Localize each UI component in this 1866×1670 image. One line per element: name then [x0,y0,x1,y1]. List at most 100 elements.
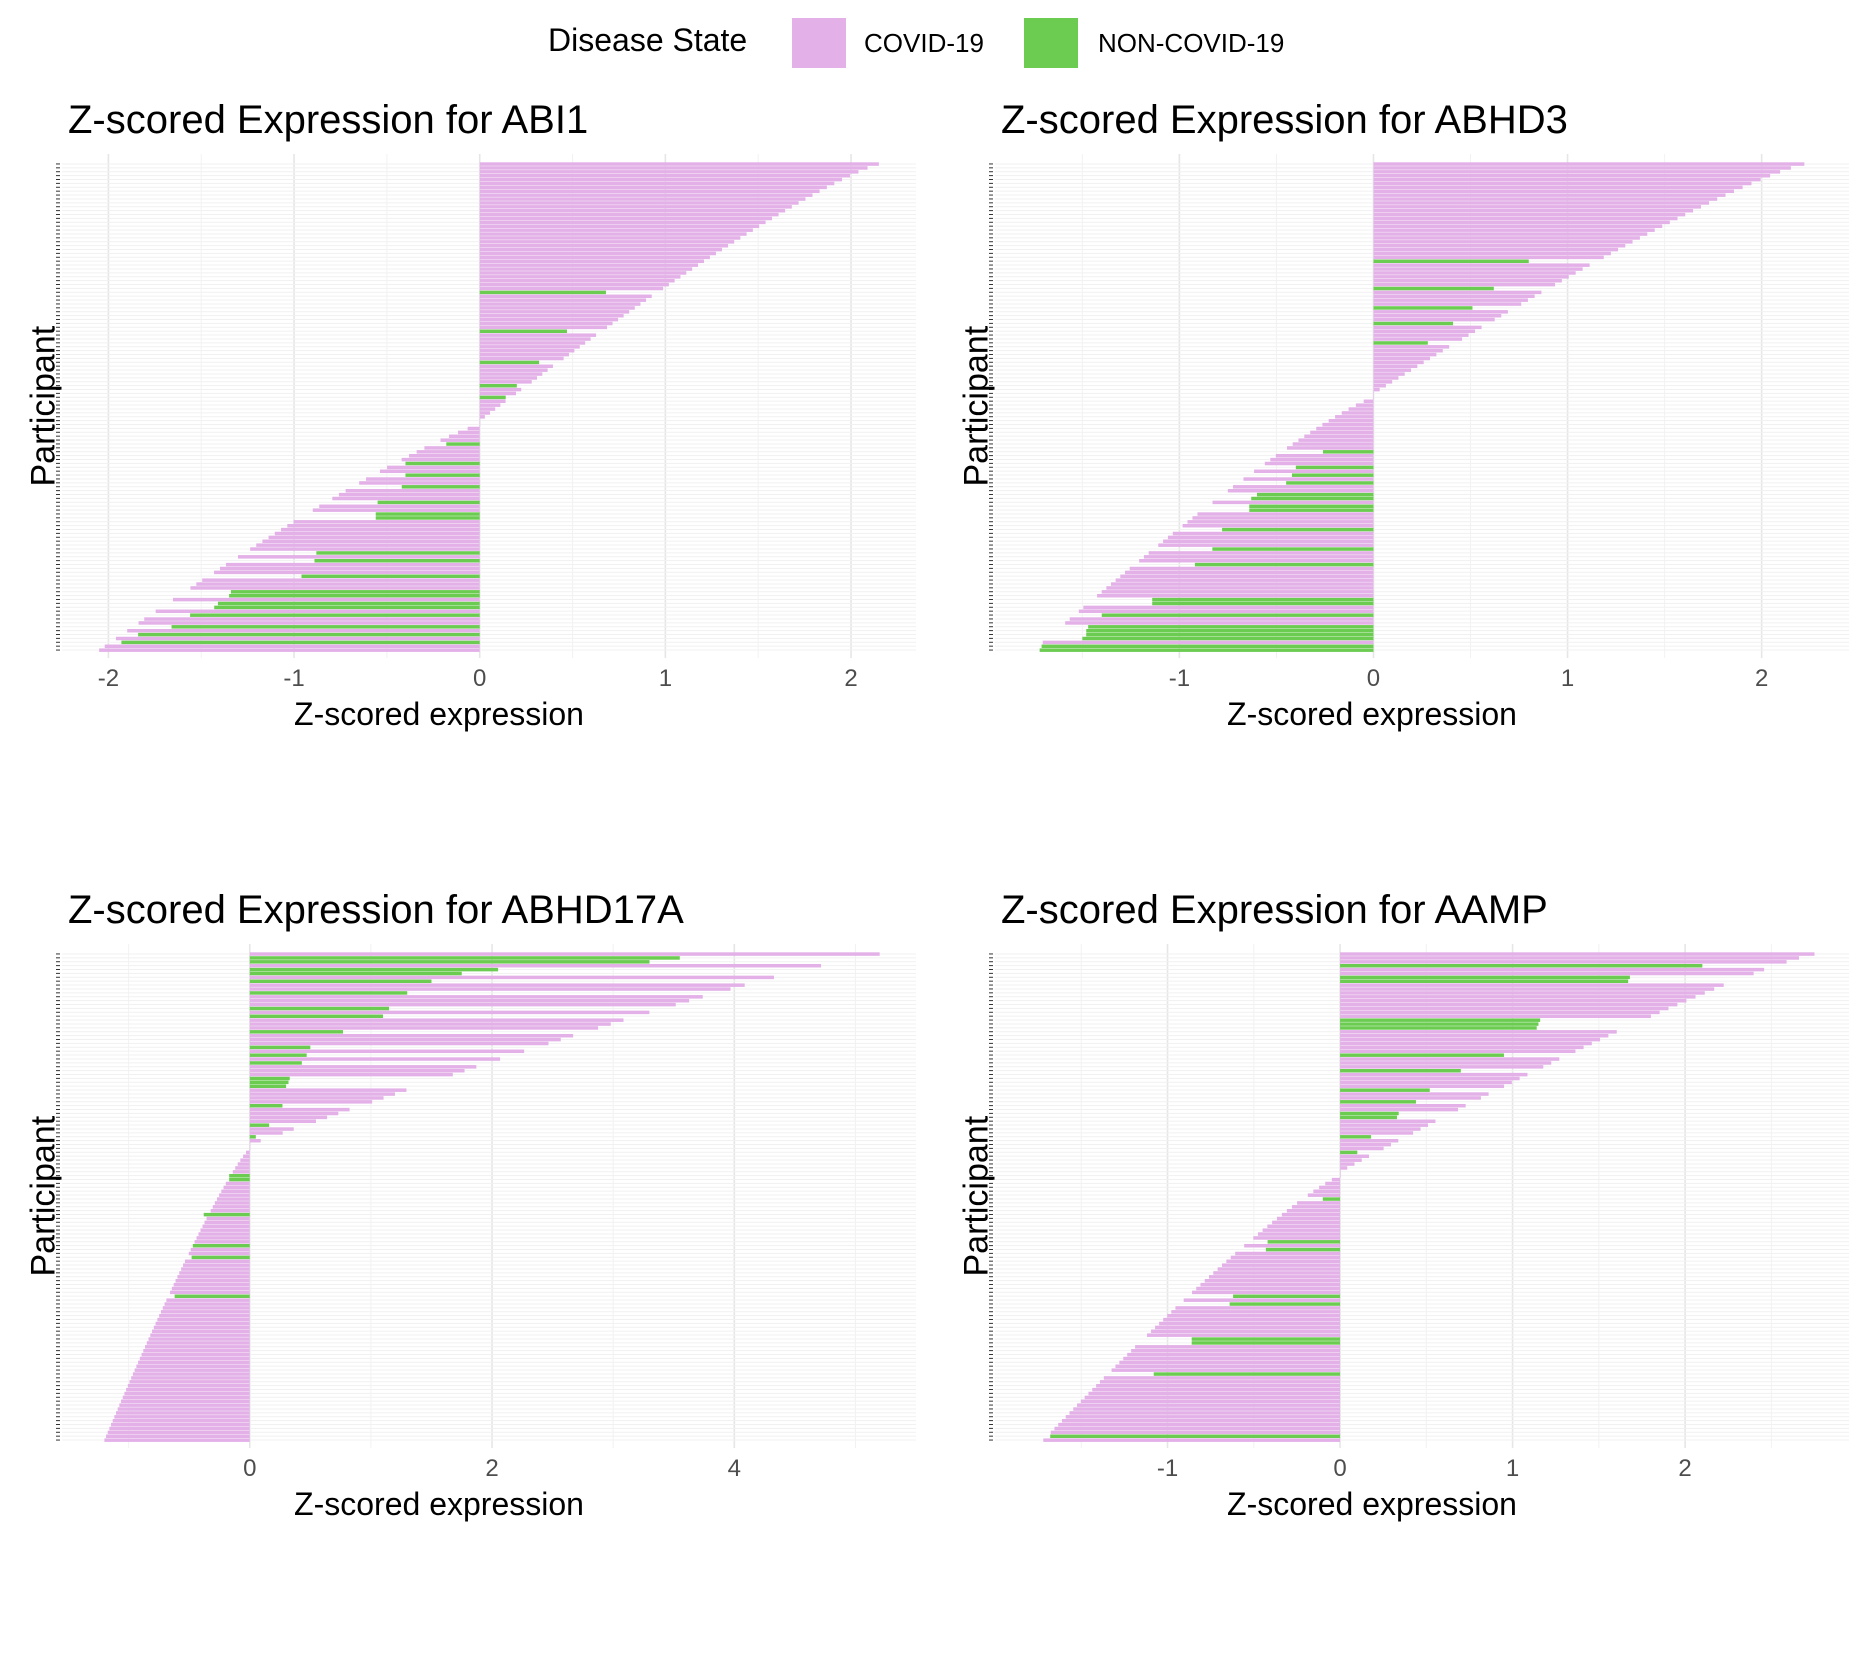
bar-covid [440,438,480,442]
bar-covid [1373,383,1386,388]
x-tick-label: 2 [844,665,857,692]
bar-noncovid [249,991,408,995]
x-axis-title: Z-scored expression [294,1486,584,1522]
bar-covid [1127,1352,1341,1357]
bar-covid [1373,205,1702,209]
bar-covid [1135,1345,1341,1349]
bar-covid [249,1065,477,1069]
bar-covid [262,539,480,544]
bar-covid [1319,1185,1341,1190]
bar-covid [293,520,480,524]
bar-noncovid [203,1212,250,1217]
bar-covid [1340,967,1765,972]
x-tick-label: -1 [1157,1455,1178,1482]
bar-covid [1340,1037,1601,1042]
bar-covid [184,1259,250,1264]
bar-covid [1373,177,1761,182]
bar-covid [144,617,480,621]
bar-noncovid [479,329,567,334]
bar-covid [479,224,760,229]
bar-covid [1096,1383,1341,1388]
bar-covid [449,434,480,439]
bar-covid [479,216,773,221]
bar-covid [1373,271,1576,275]
bar-covid [1304,434,1374,439]
bar-covid [268,535,480,540]
bar-covid [479,181,835,186]
bar-covid [225,1181,250,1186]
bar-covid [479,236,741,240]
bar-covid [1373,251,1611,256]
bar-covid [1341,411,1374,415]
bar-noncovid [1050,1434,1341,1439]
bar-covid [479,391,517,396]
bar-covid [1192,516,1374,520]
bar-covid [1253,1236,1341,1240]
bar-noncovid [1323,450,1374,454]
bar-covid [1275,453,1374,458]
x-tick-label: -1 [1169,665,1190,692]
bar-covid [122,1395,250,1400]
bar-covid [145,1345,250,1349]
bar-covid [1322,422,1374,427]
bar-covid [479,247,722,252]
bar-noncovid [217,601,480,606]
bar-noncovid [405,461,480,466]
bar-covid [1147,1333,1341,1337]
bar-covid [479,220,766,225]
bar-covid [479,263,699,267]
bar-noncovid [249,1045,311,1050]
bar-covid [127,1383,250,1388]
bar-noncovid [301,574,480,579]
bar-covid [116,1411,250,1415]
bar-noncovid [229,1173,250,1178]
bar-chart-svg: 0 2 4 [56,944,916,1482]
bar-covid [1373,201,1710,205]
bar-covid [1373,236,1640,240]
bar-covid [1340,1123,1428,1127]
bar-covid [249,1107,350,1112]
bar-covid [121,1399,250,1404]
bar-noncovid [249,1084,287,1089]
bar-chart-svg: -1 0 1 2 [989,154,1849,692]
bar-covid [1373,208,1694,213]
bar-covid [1065,1415,1341,1419]
bar-covid [1054,1426,1341,1431]
bar-noncovid [1340,975,1630,980]
bar-covid [1340,1127,1421,1131]
bar-noncovid [1265,1247,1341,1252]
bar-covid [1167,535,1374,540]
bar-noncovid [249,1014,384,1019]
bar-covid [249,987,731,991]
bar-covid [1307,1193,1341,1197]
bar-covid [1217,1267,1341,1271]
bar-covid [139,1356,250,1361]
bar-covid [214,570,480,575]
legend-title: Disease State [548,22,748,58]
bar-covid [1373,224,1663,229]
bar-noncovid [1373,321,1454,326]
bar-noncovid [1191,1341,1341,1345]
bar-covid [1348,407,1374,411]
bar-covid [256,543,480,547]
bar-covid [479,275,681,279]
bar-noncovid [1222,527,1374,532]
bar-covid [170,1290,250,1295]
bar-covid [249,1002,676,1007]
bar-covid [1355,403,1374,407]
bar-covid [179,1271,250,1275]
bar-covid [1084,1395,1341,1400]
bar-covid [232,1170,250,1174]
bar-covid [1050,1430,1341,1435]
bar-covid [249,1119,316,1124]
chart-title: Z-scored Expression for ABHD17A [68,888,684,932]
bar-noncovid [1373,259,1529,264]
bar-covid [1340,1006,1669,1011]
bar-covid [249,983,745,987]
bar-covid [1373,372,1405,376]
bar-covid [136,1364,250,1369]
bar-covid [479,387,522,392]
bar-covid [198,1232,250,1236]
bar-covid [1172,531,1374,536]
bar-covid [1077,1403,1341,1407]
